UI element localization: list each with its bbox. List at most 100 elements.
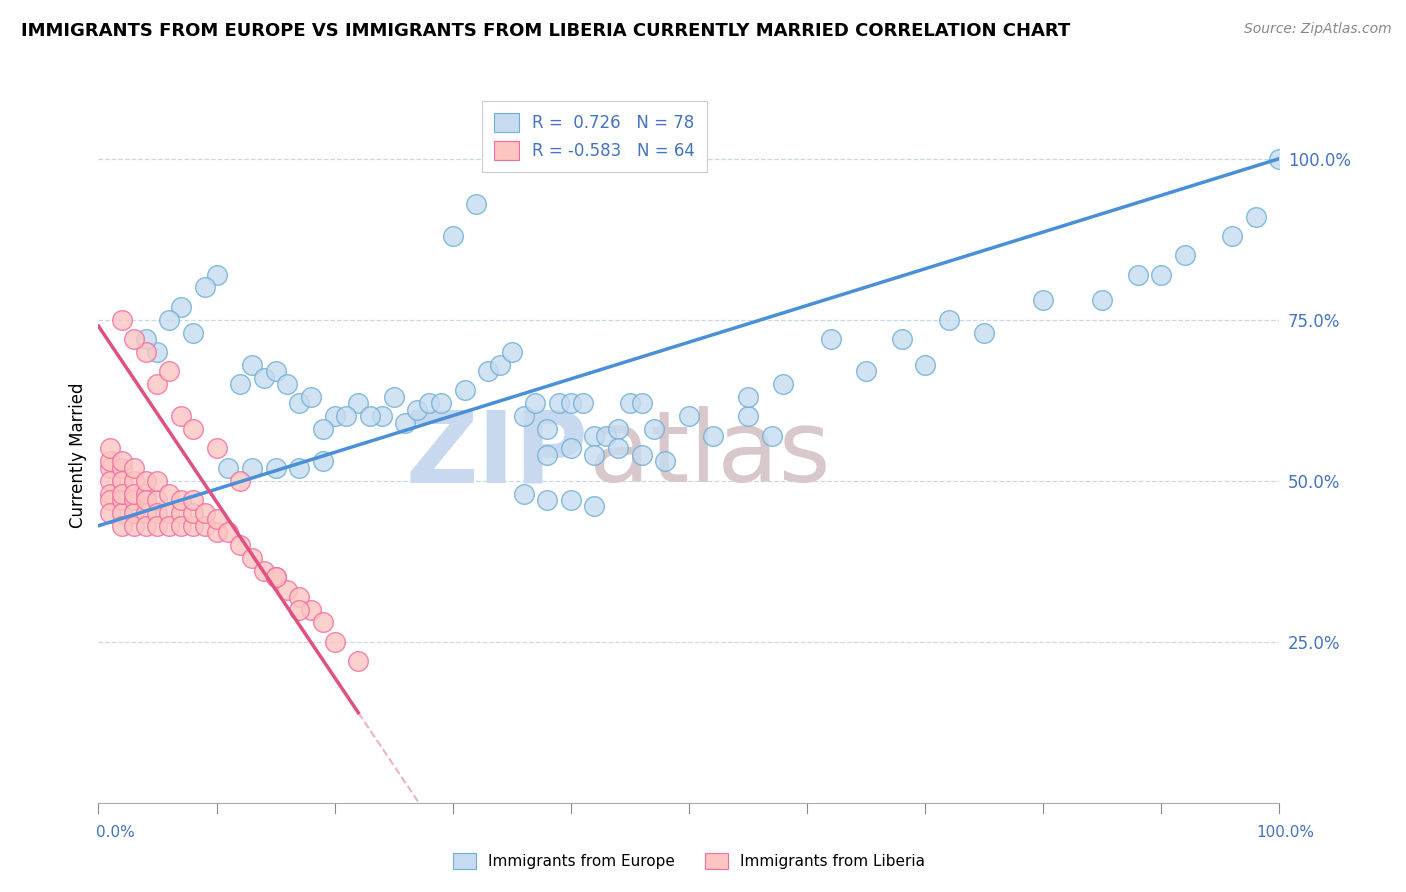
Point [111, 518, 134, 533]
Point [323, 634, 346, 648]
Point [194, 518, 217, 533]
Point [264, 570, 287, 584]
Point [643, 422, 665, 436]
Text: Source: ZipAtlas.com: Source: ZipAtlas.com [1244, 22, 1392, 37]
Point [170, 493, 193, 508]
Point [1244, 210, 1267, 224]
Point [217, 460, 239, 475]
Point [181, 506, 204, 520]
Point [560, 396, 582, 410]
Point [276, 583, 298, 598]
Point [170, 506, 193, 520]
Point [157, 364, 180, 378]
Point [583, 428, 606, 442]
Point [1220, 228, 1243, 243]
Point [111, 506, 134, 520]
Point [217, 525, 239, 540]
Point [276, 377, 298, 392]
Point [98, 460, 121, 475]
Point [181, 493, 204, 508]
Point [548, 396, 571, 410]
Point [607, 442, 630, 456]
Y-axis label: Currently Married: Currently Married [69, 382, 87, 528]
Point [299, 602, 322, 616]
Point [489, 358, 512, 372]
Point [312, 615, 335, 630]
Point [359, 409, 381, 424]
Point [135, 518, 157, 533]
Point [914, 358, 936, 372]
Point [560, 493, 582, 508]
Point [312, 422, 335, 436]
Point [820, 332, 842, 346]
Point [135, 474, 157, 488]
Point [170, 409, 193, 424]
Point [205, 442, 228, 456]
Point [111, 474, 134, 488]
Point [135, 506, 157, 520]
Point [524, 396, 547, 410]
Point [501, 344, 523, 359]
Point [465, 196, 488, 211]
Point [453, 384, 475, 398]
Point [146, 506, 169, 520]
Point [619, 396, 641, 410]
Text: IMMIGRANTS FROM EUROPE VS IMMIGRANTS FROM LIBERIA CURRENTLY MARRIED CORRELATION : IMMIGRANTS FROM EUROPE VS IMMIGRANTS FRO… [21, 22, 1070, 40]
Point [1150, 268, 1173, 282]
Point [418, 396, 440, 410]
Point [157, 506, 180, 520]
Text: ZIP: ZIP [406, 407, 589, 503]
Legend: Immigrants from Europe, Immigrants from Liberia: Immigrants from Europe, Immigrants from … [447, 847, 931, 875]
Point [890, 332, 912, 346]
Point [111, 454, 134, 468]
Point [288, 396, 311, 410]
Point [122, 518, 145, 533]
Point [477, 364, 499, 378]
Text: 0.0%: 0.0% [96, 825, 135, 839]
Point [288, 460, 311, 475]
Text: 100.0%: 100.0% [1257, 825, 1315, 839]
Point [98, 442, 121, 456]
Point [194, 280, 217, 294]
Point [264, 460, 287, 475]
Point [122, 506, 145, 520]
Point [111, 460, 134, 475]
Point [583, 500, 606, 514]
Point [122, 332, 145, 346]
Point [205, 268, 228, 282]
Point [571, 396, 593, 410]
Point [536, 493, 558, 508]
Point [264, 570, 287, 584]
Point [240, 358, 263, 372]
Point [299, 390, 322, 404]
Point [98, 486, 121, 500]
Point [253, 564, 276, 578]
Point [146, 377, 169, 392]
Point [630, 396, 652, 410]
Point [583, 448, 606, 462]
Point [135, 486, 157, 500]
Point [264, 364, 287, 378]
Point [973, 326, 995, 340]
Point [772, 377, 794, 392]
Point [323, 409, 346, 424]
Point [1091, 293, 1114, 308]
Point [170, 300, 193, 314]
Point [512, 486, 534, 500]
Point [607, 422, 630, 436]
Point [98, 506, 121, 520]
Point [536, 422, 558, 436]
Point [194, 506, 217, 520]
Point [146, 493, 169, 508]
Point [135, 332, 157, 346]
Point [135, 344, 157, 359]
Point [430, 396, 453, 410]
Point [512, 409, 534, 424]
Point [253, 370, 276, 384]
Point [347, 396, 370, 410]
Point [122, 474, 145, 488]
Point [122, 460, 145, 475]
Point [938, 312, 960, 326]
Point [406, 402, 429, 417]
Point [855, 364, 877, 378]
